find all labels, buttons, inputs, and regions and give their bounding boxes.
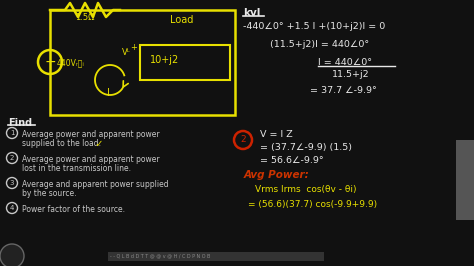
Text: Vrms Irms  cos(θv - θi): Vrms Irms cos(θv - θi): [255, 185, 356, 194]
Bar: [456, 140, 474, 220]
Text: V = I Z: V = I Z: [260, 130, 293, 139]
Text: lost in the transmission line.: lost in the transmission line.: [22, 164, 131, 173]
Text: Average and apparent power supplied: Average and apparent power supplied: [22, 180, 169, 189]
Text: 4: 4: [10, 205, 14, 211]
Text: Average power and apparent power: Average power and apparent power: [22, 130, 160, 139]
Text: = 37.7 ∠-9.9°: = 37.7 ∠-9.9°: [310, 86, 377, 95]
Text: +: +: [130, 43, 137, 52]
Text: -440∠0° +1.5 I +(10+j2)I = 0: -440∠0° +1.5 I +(10+j2)I = 0: [243, 22, 385, 31]
Text: 11.5+j2: 11.5+j2: [332, 70, 370, 79]
Text: - - Q L B d D T T @ @ v @ H / C D P N O B: - - Q L B d D T T @ @ v @ H / C D P N O …: [110, 253, 210, 258]
Text: = (37.7∠-9.9) (1.5): = (37.7∠-9.9) (1.5): [260, 143, 352, 152]
Text: I: I: [107, 88, 110, 98]
Text: supplied to the load.: supplied to the load.: [22, 139, 101, 148]
Text: (11.5+j2)I = 440∠0°: (11.5+j2)I = 440∠0°: [270, 40, 369, 49]
Text: Vᴸ: Vᴸ: [122, 48, 131, 57]
Text: 10+j2: 10+j2: [150, 55, 179, 65]
Text: ✓: ✓: [89, 139, 104, 149]
Text: kvl: kvl: [243, 8, 260, 18]
Circle shape: [0, 244, 24, 266]
Text: by the source.: by the source.: [22, 189, 76, 198]
Text: Power factor of the source.: Power factor of the source.: [22, 205, 125, 214]
Text: 440Vᵣᵭᵢ: 440Vᵣᵭᵢ: [57, 58, 85, 67]
Text: I = 440∠0°: I = 440∠0°: [318, 58, 372, 67]
Bar: [140, 45, 230, 80]
Text: −: −: [44, 55, 56, 69]
Text: 2: 2: [10, 155, 14, 161]
Text: Avg Power:: Avg Power:: [244, 170, 310, 180]
Text: 1.5Ω: 1.5Ω: [75, 13, 94, 22]
Text: = (56.6)(37.7) cos(-9.9+9.9): = (56.6)(37.7) cos(-9.9+9.9): [248, 200, 377, 209]
Bar: [108, 252, 324, 261]
Text: Find: Find: [8, 118, 32, 128]
Text: = 56.6∠-9.9°: = 56.6∠-9.9°: [260, 156, 324, 165]
Text: Average power and apparent power: Average power and apparent power: [22, 155, 160, 164]
Bar: [50, 10, 235, 115]
Text: 3: 3: [10, 180, 14, 186]
Text: Load: Load: [170, 15, 193, 25]
Text: 2: 2: [240, 135, 246, 144]
Text: 1: 1: [10, 130, 14, 136]
